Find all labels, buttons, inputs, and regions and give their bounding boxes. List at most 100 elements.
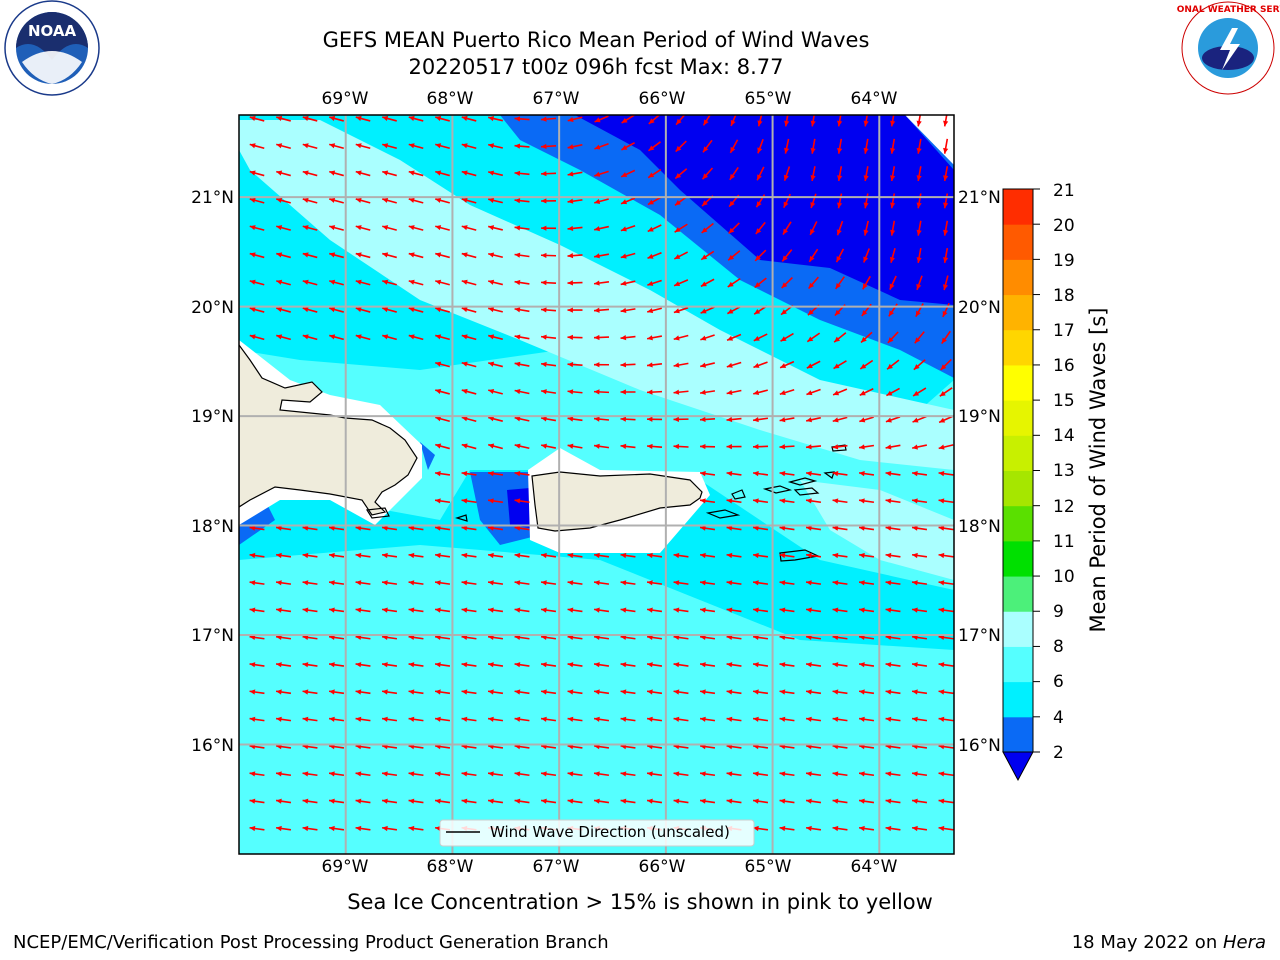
- direction-arrowhead: [939, 391, 946, 397]
- direction-arrowhead: [806, 634, 812, 640]
- direction-arrowhead: [647, 389, 653, 395]
- direction-arrowhead: [726, 634, 733, 640]
- direction-arrowhead: [673, 389, 680, 395]
- direction-arrowhead: [940, 364, 947, 370]
- direction-arrowhead: [355, 716, 362, 722]
- direction-arrowhead: [912, 552, 918, 559]
- direction-arrowhead: [912, 798, 918, 804]
- direction-arrowhead: [673, 308, 680, 314]
- direction-arrowhead: [567, 580, 574, 586]
- direction-arrowhead: [514, 279, 521, 286]
- direction-arrowhead: [355, 689, 362, 695]
- direction-arrowhead: [889, 256, 895, 263]
- direction-arrowhead: [781, 282, 788, 289]
- colorbar-under-triangle: [1002, 751, 1034, 782]
- direction-arrowhead: [832, 580, 839, 586]
- period-field: [239, 115, 954, 854]
- direction-arrowhead: [408, 115, 415, 121]
- direction-arrowhead: [329, 580, 335, 586]
- direction-arrowhead: [488, 689, 494, 695]
- direction-arrowhead: [276, 115, 283, 121]
- direction-arrowhead: [329, 307, 336, 313]
- direction-arrowhead: [408, 552, 415, 559]
- direction-arrowhead: [488, 307, 495, 313]
- direction-arrowhead: [832, 417, 839, 423]
- direction-arrowhead: [885, 444, 892, 450]
- direction-arrowhead: [435, 143, 442, 149]
- direction-arrowhead: [408, 307, 415, 313]
- direction-arrowhead: [567, 689, 574, 695]
- direction-arrowhead: [912, 580, 918, 586]
- direction-arrowhead: [700, 716, 706, 722]
- direction-arrowhead: [859, 498, 865, 504]
- direction-arrowhead: [757, 174, 762, 181]
- direction-arrowhead: [863, 147, 869, 154]
- colorbar-tick-label: 6: [1053, 672, 1064, 692]
- direction-arrowhead: [382, 170, 389, 176]
- direction-arrowhead: [783, 201, 789, 208]
- direction-arrowhead: [942, 284, 949, 291]
- direction-arrowhead: [249, 115, 256, 121]
- direction-arrowhead: [514, 798, 521, 804]
- direction-arrowhead: [753, 471, 759, 477]
- map-frame: [238, 114, 955, 855]
- direction-arrowhead: [753, 417, 759, 423]
- direction-arrowhead: [435, 607, 441, 613]
- direction-arrowhead: [806, 498, 812, 504]
- direction-arrowhead: [276, 716, 282, 722]
- direction-arrowhead: [408, 279, 415, 285]
- direction-arrowhead: [355, 279, 362, 285]
- direction-arrowhead: [753, 716, 759, 722]
- direction-arrowhead: [912, 689, 918, 695]
- direction-arrowhead: [488, 716, 494, 722]
- direction-arrowhead: [620, 771, 627, 777]
- direction-arrowhead: [249, 525, 256, 531]
- direction-arrowhead: [702, 173, 709, 180]
- direction-arrowhead: [488, 143, 495, 149]
- direction-arrowhead: [832, 716, 839, 722]
- direction-arrowhead: [810, 120, 816, 127]
- direction-arrowhead: [620, 798, 627, 804]
- direction-arrowhead: [620, 416, 627, 422]
- direction-arrowhead: [806, 444, 812, 450]
- svg-text:NATIONAL WEATHER SERVICE: NATIONAL WEATHER SERVICE: [1176, 5, 1280, 15]
- direction-arrowhead: [673, 362, 680, 368]
- direction-arrowhead: [461, 525, 468, 531]
- direction-arrowhead: [594, 226, 601, 232]
- direction-arrowhead: [329, 115, 336, 121]
- direction-arrowhead: [784, 120, 790, 127]
- direction-arrowhead: [885, 634, 892, 640]
- direction-arrowhead: [276, 307, 283, 313]
- nws-logo: NATIONAL WEATHER SERVICE: [1176, 1, 1280, 95]
- colorbar-segment: [1003, 435, 1033, 471]
- legend-label: Wind Wave Direction (unscaled): [490, 823, 730, 841]
- direction-arrowhead: [567, 361, 574, 368]
- colorbar-segment: [1003, 329, 1033, 366]
- lon-label-bottom: 64°W: [850, 857, 898, 877]
- colorbar-tick-label: 15: [1053, 391, 1075, 411]
- direction-arrowhead: [541, 225, 547, 231]
- direction-arrowhead: [620, 253, 627, 259]
- direction-arrowhead: [885, 580, 892, 586]
- land-saona: [365, 507, 390, 519]
- direction-arrowhead: [916, 229, 922, 236]
- direction-arrowhead: [329, 197, 336, 203]
- direction-arrowhead: [673, 416, 679, 422]
- direction-arrowhead: [461, 197, 468, 203]
- direction-arrowhead: [302, 607, 309, 613]
- direction-arrowhead: [938, 498, 945, 504]
- direction-arrowhead: [541, 334, 547, 340]
- direction-arrowhead: [938, 552, 945, 559]
- direction-arrowhead: [461, 662, 468, 668]
- direction-arrowhead: [859, 471, 865, 477]
- direction-arrowhead: [514, 170, 521, 176]
- period-band-8-9: [239, 120, 954, 470]
- map-legend: Wind Wave Direction (unscaled): [439, 819, 755, 847]
- direction-arrowhead: [302, 525, 309, 531]
- direction-arrowhead: [276, 662, 282, 668]
- direction-arrowhead: [885, 771, 892, 777]
- direction-arrowhead: [885, 607, 892, 613]
- direction-arrowhead: [302, 279, 309, 285]
- direction-arrowhead: [890, 147, 896, 154]
- direction-arrowhead: [488, 771, 494, 777]
